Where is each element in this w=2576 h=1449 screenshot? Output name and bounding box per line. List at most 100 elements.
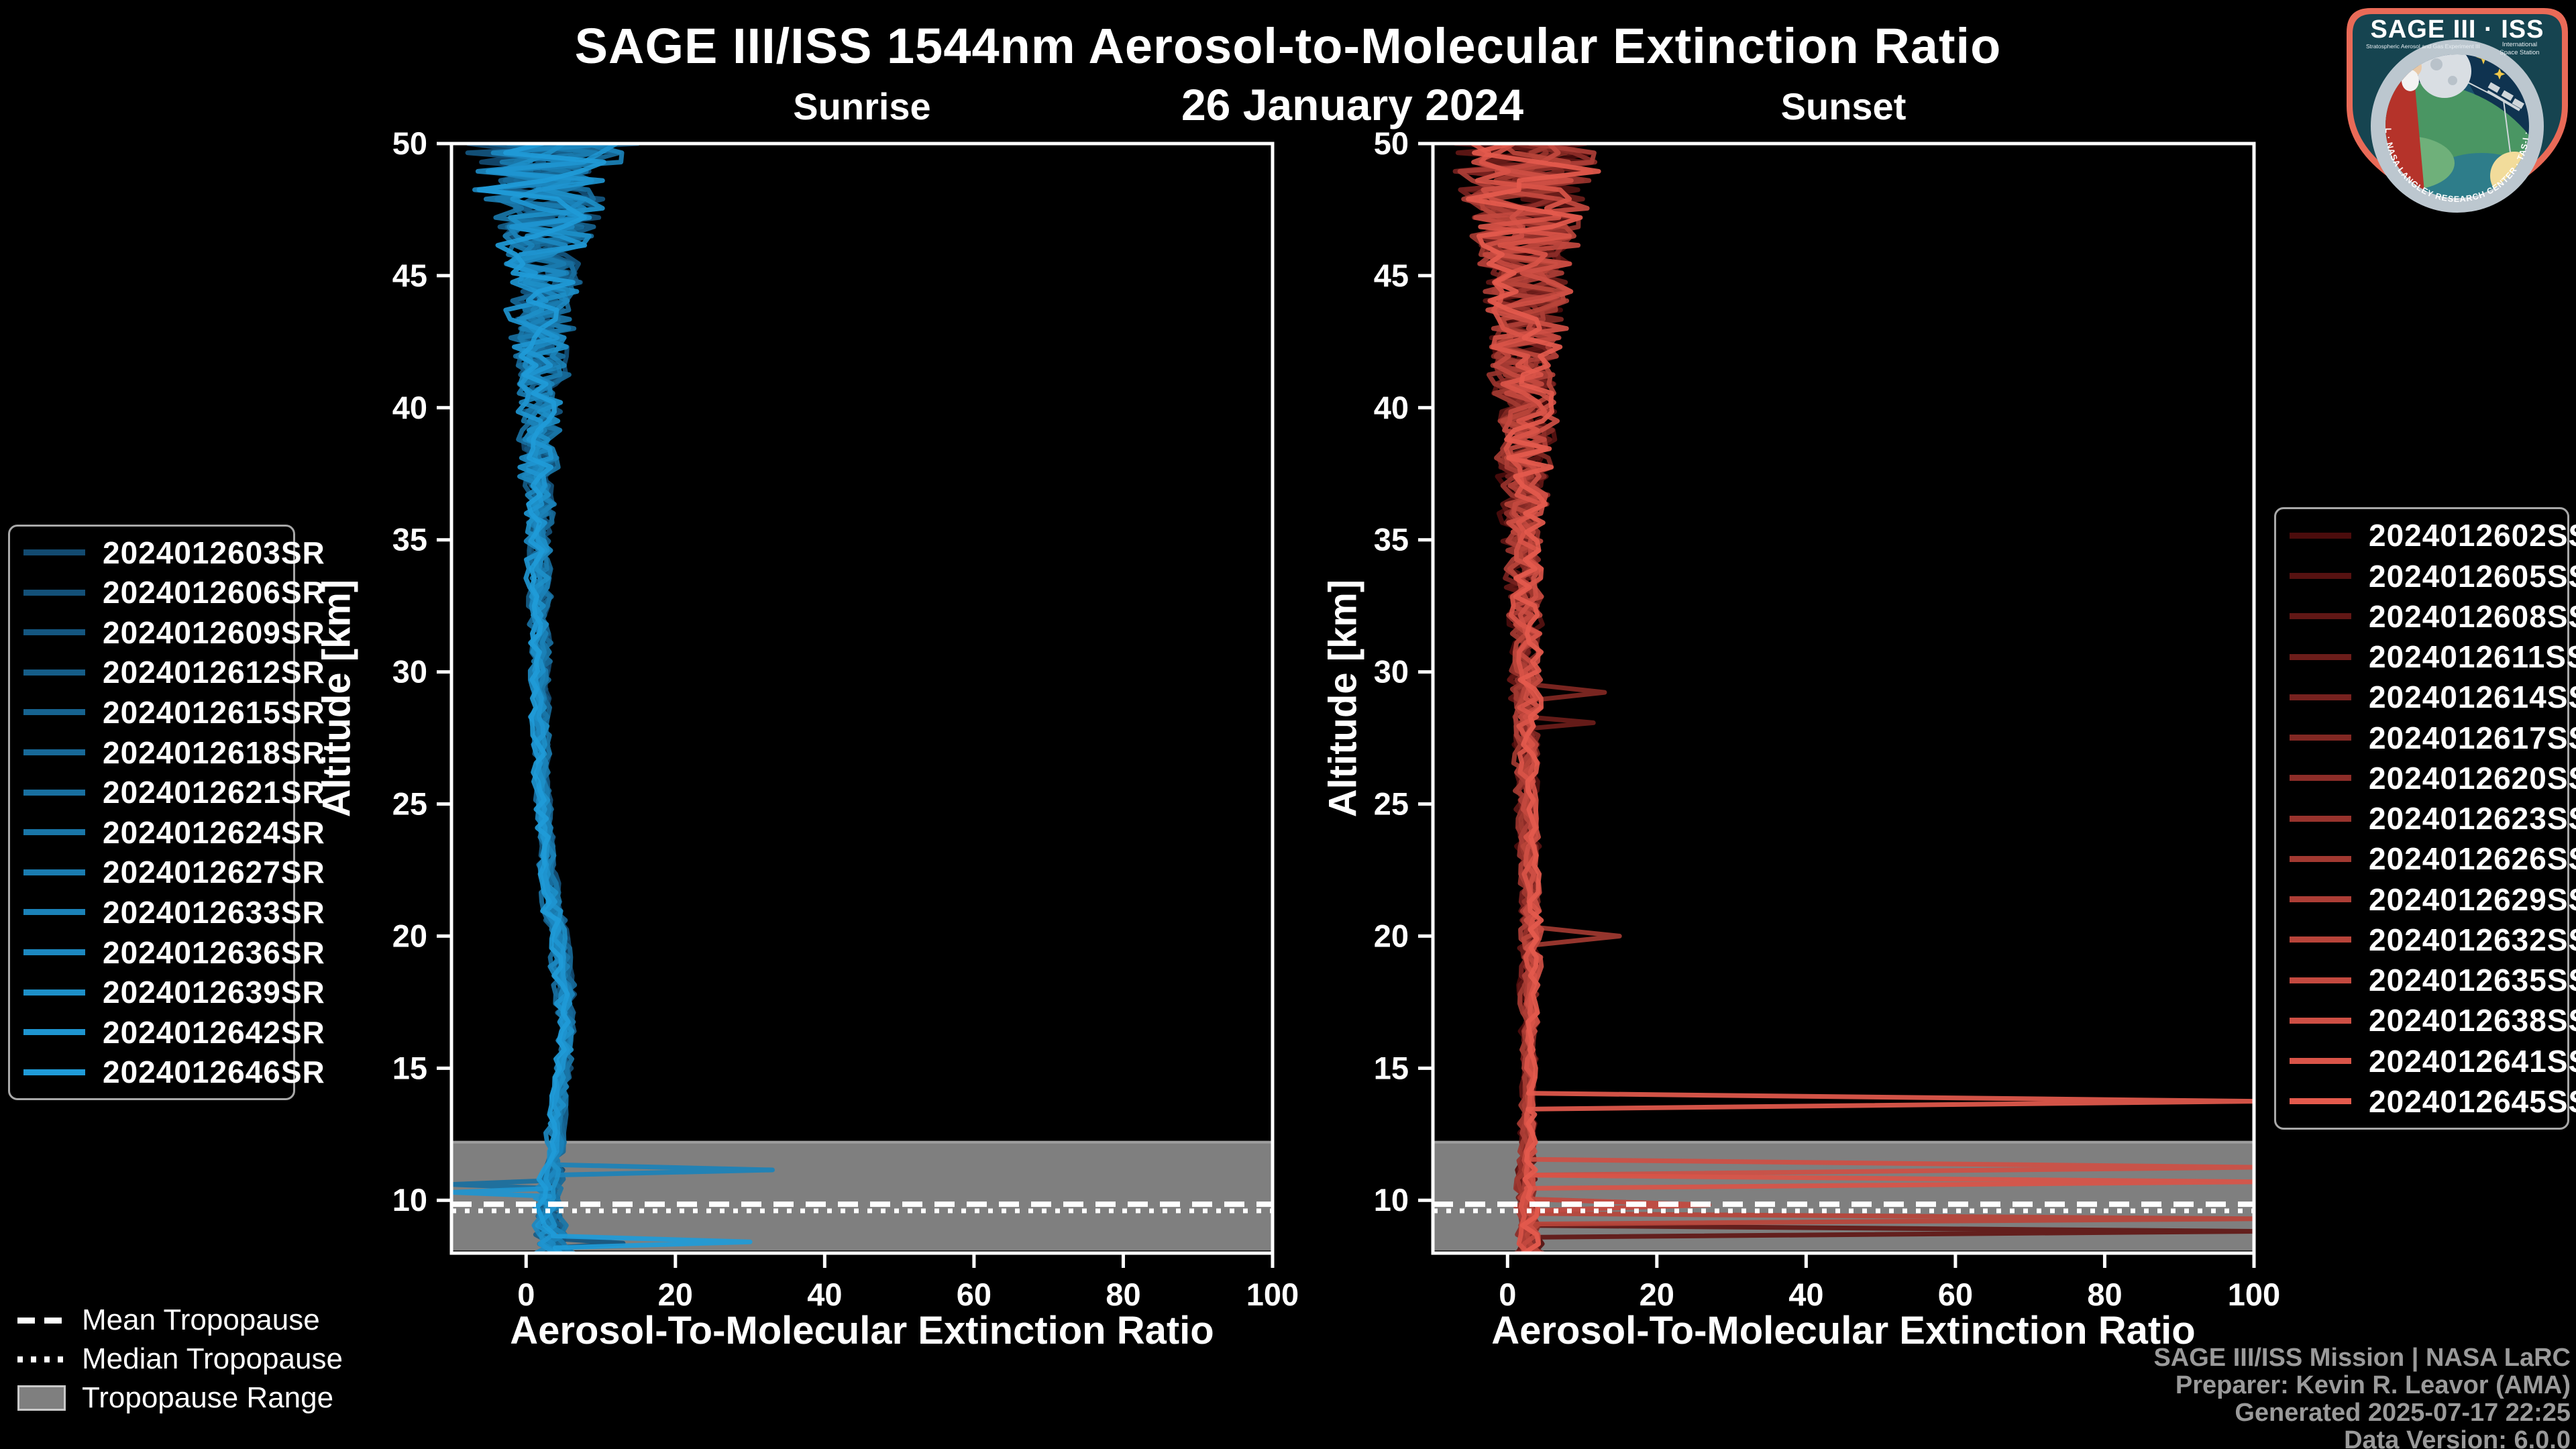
- x-tick-label: 100: [1246, 1277, 1299, 1312]
- series-line-2024012641SS: [1470, 144, 2254, 1253]
- legend-label: 2024012635SS: [2369, 963, 2576, 998]
- legend-line-swatch-icon: [23, 709, 85, 716]
- y-tick-label: 15: [392, 1050, 427, 1085]
- y-tick-label: 30: [1374, 654, 1409, 690]
- legend-label: 2024012642SR: [103, 1014, 325, 1050]
- legend-label: 2024012629SS: [2369, 881, 2576, 917]
- legend-row-2024012633SR: 2024012633SR: [10, 894, 325, 930]
- date-subtitle: 26 January 2024: [1181, 80, 1524, 129]
- legend-row-2024012623SS: 2024012623SS: [2276, 800, 2576, 837]
- legend-label: 2024012608SS: [2369, 598, 2576, 634]
- legend-label: 2024012638SS: [2369, 1003, 2576, 1038]
- sunrise-x-axis-label: Aerosol-To-Molecular Extinction Ratio: [510, 1309, 1214, 1352]
- x-tick-label: 20: [1640, 1277, 1674, 1312]
- legend-line-swatch-icon: [2290, 735, 2351, 741]
- tropopause-legend: Mean Tropopause Median Tropopause Tropop…: [17, 1303, 343, 1414]
- y-tick-label: 35: [392, 522, 427, 557]
- sunset-panel-title: Sunset: [1780, 85, 1907, 127]
- legend-label: 2024012633SR: [103, 894, 325, 930]
- median-tropopause-legend-row: Median Tropopause: [17, 1342, 343, 1375]
- y-tick-label: 35: [1374, 522, 1409, 557]
- legend-line-swatch-icon: [2290, 613, 2351, 620]
- x-tick-label: 0: [517, 1277, 535, 1312]
- legend-line-swatch-icon: [23, 909, 85, 916]
- legend-label: 2024012621SR: [103, 775, 325, 810]
- x-tick-label: 80: [2087, 1277, 2122, 1312]
- attribution-footer: SAGE III/ISS Mission | NASA LaRC Prepare…: [2153, 1343, 2571, 1449]
- legend-row-2024012624SR: 2024012624SR: [10, 814, 325, 851]
- legend-row-2024012603SR: 2024012603SR: [10, 535, 325, 571]
- legend-label: 2024012636SR: [103, 934, 325, 970]
- legend-label: 2024012611SS: [2369, 639, 2576, 674]
- legend-label: 2024012639SR: [103, 975, 325, 1010]
- sunrise-legend: 2024012603SR 2024012606SR 2024012609SR 2024…: [8, 525, 325, 1100]
- logo-title: SAGE III · ISS: [2371, 15, 2544, 44]
- legend-row-2024012627SR: 2024012627SR: [10, 854, 325, 890]
- sunset-x-axis-label: Aerosol-To-Molecular Extinction Ratio: [1491, 1309, 2196, 1352]
- legend-row-2024012621SR: 2024012621SR: [10, 774, 325, 810]
- series-line-2024012608SS: [1455, 144, 2254, 1253]
- legend-row-2024012641SS: 2024012641SS: [2276, 1043, 2576, 1079]
- plot-frame: [1431, 142, 2256, 1255]
- legend-row-2024012626SS: 2024012626SS: [2276, 841, 2576, 877]
- legend-row-2024012620SS: 2024012620SS: [2276, 760, 2576, 796]
- legend-line-swatch-icon: [23, 789, 85, 796]
- tropopause-range-band: [451, 1142, 1273, 1251]
- y-tick-label: 40: [392, 390, 427, 425]
- legend-line-swatch-icon: [23, 1029, 85, 1036]
- legend-line-swatch-icon: [2290, 573, 2351, 579]
- y-tick-label: 50: [392, 125, 427, 161]
- legend-line-swatch-icon: [2290, 1098, 2351, 1105]
- x-tick-label: 60: [1938, 1277, 1973, 1312]
- y-tick-label: 15: [1374, 1050, 1409, 1085]
- legend-line-swatch-icon: [23, 949, 85, 956]
- legend-label: 2024012618SR: [103, 735, 325, 770]
- legend-row-2024012638SS: 2024012638SS: [2276, 1002, 2576, 1038]
- legend-row-2024012645SS: 2024012645SS: [2276, 1083, 2576, 1120]
- legend-label: 2024012609SR: [103, 614, 325, 650]
- sunrise-panel-title: Sunrise: [793, 85, 931, 127]
- legend-label: 2024012646SR: [103, 1055, 325, 1090]
- logo-moon-crater: [2448, 76, 2457, 85]
- legend-row-2024012609SR: 2024012609SR: [10, 614, 325, 651]
- median-tropopause-label: Median Tropopause: [82, 1342, 343, 1375]
- legend-label: 2024012641SS: [2369, 1043, 2576, 1079]
- legend-label: 2024012602SS: [2369, 518, 2576, 553]
- footer-preparer: Preparer: Kevin R. Leavor (AMA): [2175, 1371, 2571, 1399]
- legend-label: 2024012615SR: [103, 694, 325, 730]
- sage-iii-iss-mission-logo: SAGE III · ISS Stratospheric Aerosol and…: [2344, 5, 2568, 213]
- legend-row-2024012615SR: 2024012615SR: [10, 694, 325, 731]
- legend-row-2024012646SR: 2024012646SR: [10, 1054, 325, 1090]
- legend-label: 2024012617SS: [2369, 720, 2576, 755]
- legend-label: 2024012605SS: [2369, 558, 2576, 594]
- legend-label: 2024012626SS: [2369, 841, 2576, 877]
- y-tick-label: 30: [392, 654, 427, 690]
- legend-row-2024012606SR: 2024012606SR: [10, 574, 325, 610]
- tropopause-range-swatch-icon: [17, 1385, 66, 1411]
- y-tick-label: 25: [392, 786, 427, 822]
- legend-line-swatch-icon: [2290, 1058, 2351, 1064]
- legend-label: 2024012632SS: [2369, 922, 2576, 957]
- legend-line-swatch-icon: [23, 829, 85, 836]
- y-tick-label: 45: [392, 258, 427, 293]
- legend-row-2024012642SR: 2024012642SR: [10, 1014, 325, 1051]
- legend-line-swatch-icon: [2290, 694, 2351, 700]
- legend-line-swatch-icon: [23, 589, 85, 596]
- legend-row-2024012636SR: 2024012636SR: [10, 934, 325, 971]
- legend-row-2024012614SS: 2024012614SS: [2276, 679, 2576, 715]
- legend-line-swatch-icon: [23, 669, 85, 676]
- legend-row-2024012612SR: 2024012612SR: [10, 654, 325, 690]
- legend-line-swatch-icon: [2290, 896, 2351, 902]
- page-title: SAGE III/ISS 1544nm Aerosol-to-Molecular…: [574, 18, 2002, 74]
- legend-line-swatch-icon: [2290, 977, 2351, 983]
- footer-mission: SAGE III/ISS Mission | NASA LaRC: [2153, 1344, 2571, 1372]
- legend-line-swatch-icon: [2290, 532, 2351, 539]
- legend-row-2024012602SS: 2024012602SS: [2276, 517, 2576, 553]
- footer-generated: Generated 2025-07-17 22:25: [2235, 1399, 2571, 1427]
- legend-row-2024012618SR: 2024012618SR: [10, 735, 325, 771]
- x-tick-label: 40: [807, 1277, 842, 1312]
- legend-line-swatch-icon: [2290, 936, 2351, 943]
